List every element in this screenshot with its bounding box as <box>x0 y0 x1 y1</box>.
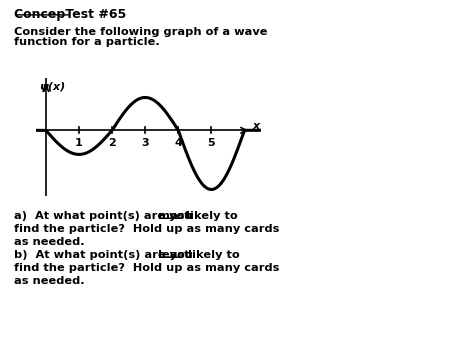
Text: b)  At what point(s) are you: b) At what point(s) are you <box>14 250 196 260</box>
Text: as needed.: as needed. <box>14 237 84 247</box>
Text: as needed.: as needed. <box>14 276 84 286</box>
Text: x: x <box>253 121 260 131</box>
Text: ψ(x): ψ(x) <box>39 82 65 92</box>
Text: function for a particle.: function for a particle. <box>14 37 159 47</box>
Text: Consider the following graph of a wave: Consider the following graph of a wave <box>14 27 267 37</box>
Text: likely to: likely to <box>184 250 239 260</box>
Text: 4: 4 <box>174 138 182 148</box>
Text: least: least <box>158 250 190 260</box>
Text: find the particle?  Hold up as many cards: find the particle? Hold up as many cards <box>14 263 279 273</box>
Text: likely to: likely to <box>182 211 238 221</box>
Text: ConcepTest #65: ConcepTest #65 <box>14 8 126 21</box>
Text: 2: 2 <box>108 138 116 148</box>
Text: a)  At what point(s) are you: a) At what point(s) are you <box>14 211 196 221</box>
Text: 3: 3 <box>141 138 149 148</box>
Text: find the particle?  Hold up as many cards: find the particle? Hold up as many cards <box>14 224 279 234</box>
Text: 5: 5 <box>207 138 215 148</box>
Text: most: most <box>158 211 190 221</box>
Text: 1: 1 <box>75 138 83 148</box>
